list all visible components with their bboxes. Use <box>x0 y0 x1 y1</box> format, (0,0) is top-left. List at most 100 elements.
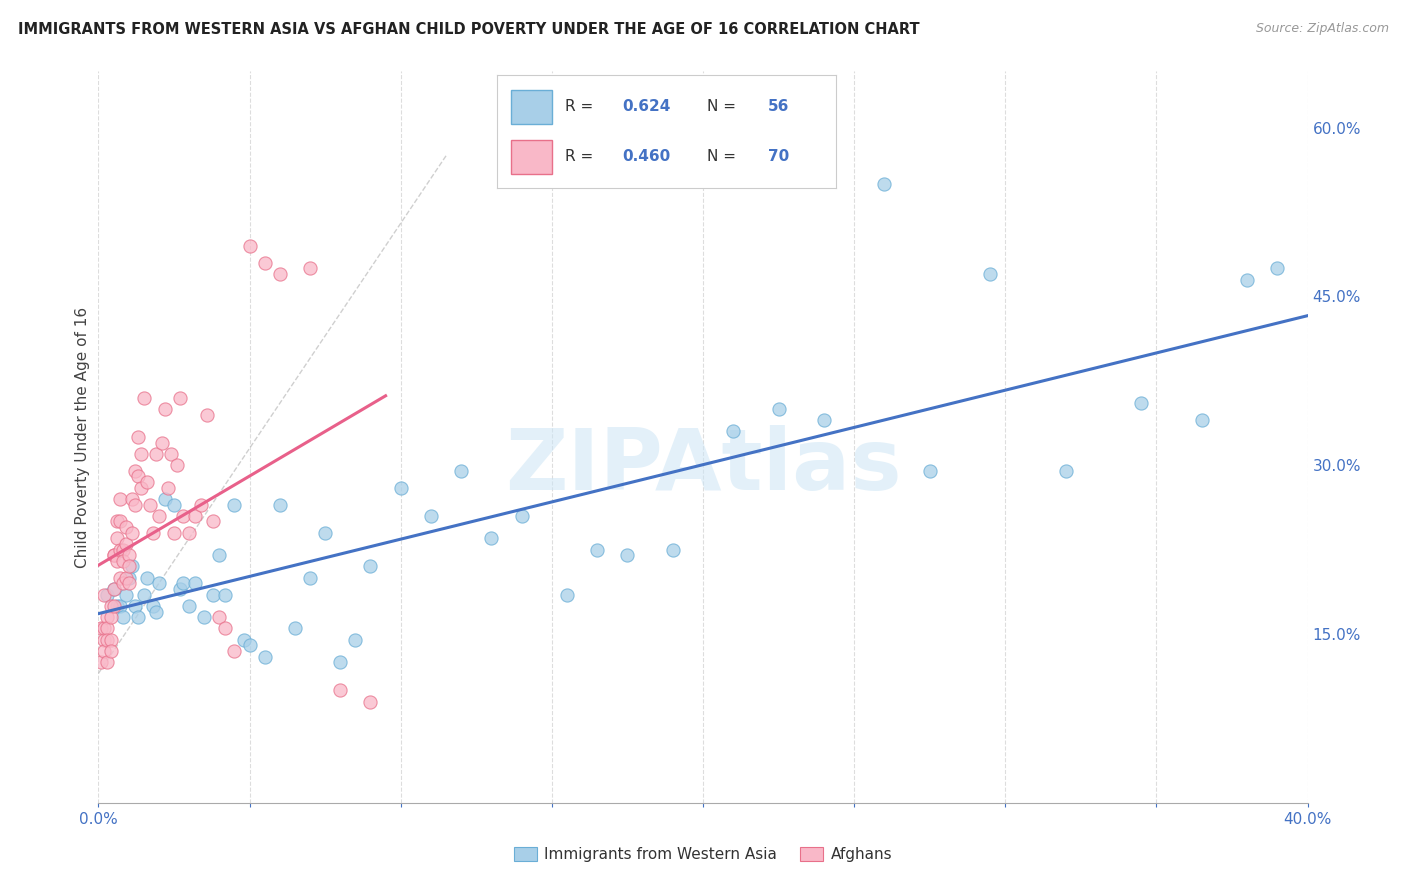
Point <box>299 571 322 585</box>
Point <box>148 508 170 523</box>
Point <box>108 571 131 585</box>
Point <box>918 464 941 478</box>
Point <box>105 599 128 613</box>
Point <box>121 491 143 506</box>
Point <box>169 582 191 596</box>
Point <box>172 508 194 523</box>
Point <box>299 261 322 276</box>
Point <box>114 571 136 585</box>
Point <box>142 525 165 540</box>
Point <box>420 508 443 523</box>
Point <box>96 655 118 669</box>
Point <box>661 542 683 557</box>
Point <box>108 542 131 557</box>
Point <box>586 542 609 557</box>
Point <box>148 576 170 591</box>
Point <box>93 632 115 647</box>
Point <box>813 413 835 427</box>
Point <box>555 588 578 602</box>
Point <box>111 610 134 624</box>
Point <box>135 571 157 585</box>
Point <box>224 498 246 512</box>
Point <box>179 599 201 613</box>
Point <box>105 515 128 529</box>
Point <box>111 576 134 591</box>
Legend: Immigrants from Western Asia, Afghans: Immigrants from Western Asia, Afghans <box>508 841 898 868</box>
Point <box>153 401 176 416</box>
Point <box>163 525 186 540</box>
Point <box>114 588 136 602</box>
Text: ZIPAtlas: ZIPAtlas <box>505 425 901 508</box>
Point <box>105 554 128 568</box>
Point <box>269 267 291 281</box>
Point <box>314 525 336 540</box>
Point <box>96 621 118 635</box>
Point <box>1236 272 1258 286</box>
Point <box>208 548 231 562</box>
Point <box>1054 464 1077 478</box>
Point <box>172 576 194 591</box>
Text: IMMIGRANTS FROM WESTERN ASIA VS AFGHAN CHILD POVERTY UNDER THE AGE OF 16 CORRELA: IMMIGRANTS FROM WESTERN ASIA VS AFGHAN C… <box>18 22 920 37</box>
Point <box>169 391 191 405</box>
Point <box>208 610 231 624</box>
Point <box>224 644 246 658</box>
Point <box>1267 261 1289 276</box>
Point <box>139 498 162 512</box>
Point <box>873 177 896 191</box>
Point <box>124 464 146 478</box>
Point <box>103 548 125 562</box>
Point <box>127 469 149 483</box>
Point <box>239 239 262 253</box>
Point <box>90 655 112 669</box>
Point <box>135 475 157 489</box>
Point <box>124 599 146 613</box>
Point <box>481 532 503 546</box>
Point <box>1130 396 1153 410</box>
Point <box>114 520 136 534</box>
Point <box>184 576 207 591</box>
Point <box>450 464 472 478</box>
Point <box>93 621 115 635</box>
Point <box>153 491 176 506</box>
Point <box>1191 413 1213 427</box>
Point <box>202 515 225 529</box>
Point <box>127 610 149 624</box>
Point <box>100 599 122 613</box>
Point <box>118 548 141 562</box>
Point <box>389 481 412 495</box>
Point <box>108 599 131 613</box>
Point <box>100 610 122 624</box>
Point <box>111 542 134 557</box>
Point <box>193 610 215 624</box>
Point <box>132 588 155 602</box>
Point <box>723 425 745 439</box>
Point <box>100 632 122 647</box>
Point <box>979 267 1001 281</box>
Point <box>96 588 118 602</box>
Point <box>616 548 638 562</box>
Point <box>103 548 125 562</box>
Point <box>156 481 179 495</box>
Point <box>329 655 352 669</box>
Point <box>202 588 225 602</box>
Point <box>118 559 141 574</box>
Point <box>121 525 143 540</box>
Point <box>111 554 134 568</box>
Point <box>142 599 165 613</box>
Point <box>232 632 254 647</box>
Point <box>127 430 149 444</box>
Point <box>150 435 173 450</box>
Point <box>93 588 115 602</box>
Point <box>96 610 118 624</box>
Point <box>269 498 291 512</box>
Point <box>132 391 155 405</box>
Point <box>90 621 112 635</box>
Point <box>214 588 236 602</box>
Point <box>103 582 125 596</box>
Point <box>253 649 276 664</box>
Point <box>103 599 125 613</box>
Point <box>163 498 186 512</box>
Point <box>118 571 141 585</box>
Point <box>510 508 533 523</box>
Point <box>129 447 152 461</box>
